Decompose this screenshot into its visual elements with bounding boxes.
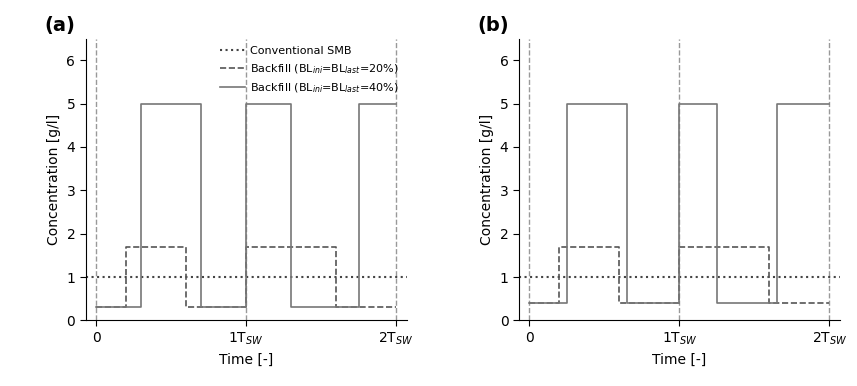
Legend: Conventional SMB, Backfill (BL$_{ini}$=BL$_{last}$=20%), Backfill (BL$_{ini}$=BL: Conventional SMB, Backfill (BL$_{ini}$=B… xyxy=(218,44,401,97)
Backfill (BL$_{ini}$=BL$_{last}$=20%) xyxy=(704,244,715,249)
Backfill (BL$_{ini}$=BL$_{last}$=40%) xyxy=(391,101,401,106)
X-axis label: Time [-]: Time [-] xyxy=(219,353,273,367)
Conventional SMB xyxy=(674,275,685,279)
Backfill (BL$_{ini}$=BL$_{last}$=40%) xyxy=(136,305,147,310)
Backfill (BL$_{ini}$=BL$_{last}$=20%) xyxy=(241,305,251,310)
Backfill (BL$_{ini}$=BL$_{last}$=40%) xyxy=(622,301,632,305)
Backfill (BL$_{ini}$=BL$_{last}$=20%) xyxy=(614,301,625,305)
Backfill (BL$_{ini}$=BL$_{last}$=40%) xyxy=(286,101,297,106)
Conventional SMB xyxy=(241,275,251,279)
Line: Backfill (BL$_{ini}$=BL$_{last}$=20%): Backfill (BL$_{ini}$=BL$_{last}$=20%) xyxy=(530,247,830,303)
Backfill (BL$_{ini}$=BL$_{last}$=20%) xyxy=(181,305,191,310)
Backfill (BL$_{ini}$=BL$_{last}$=20%) xyxy=(331,305,341,310)
Backfill (BL$_{ini}$=BL$_{last}$=40%) xyxy=(674,101,685,106)
Text: (b): (b) xyxy=(477,16,509,35)
Backfill (BL$_{ini}$=BL$_{last}$=40%) xyxy=(524,301,535,305)
Text: (a): (a) xyxy=(44,16,75,35)
Backfill (BL$_{ini}$=BL$_{last}$=40%) xyxy=(353,101,363,106)
Line: Backfill (BL$_{ini}$=BL$_{last}$=20%): Backfill (BL$_{ini}$=BL$_{last}$=20%) xyxy=(96,247,396,307)
Backfill (BL$_{ini}$=BL$_{last}$=20%) xyxy=(824,301,835,305)
Backfill (BL$_{ini}$=BL$_{last}$=20%) xyxy=(241,244,251,249)
Backfill (BL$_{ini}$=BL$_{last}$=20%) xyxy=(121,244,131,249)
Backfill (BL$_{ini}$=BL$_{last}$=40%) xyxy=(196,101,207,106)
Backfill (BL$_{ini}$=BL$_{last}$=40%) xyxy=(772,101,782,106)
Backfill (BL$_{ini}$=BL$_{last}$=40%) xyxy=(241,101,251,106)
Y-axis label: Concentration [g/l]: Concentration [g/l] xyxy=(47,114,61,245)
Backfill (BL$_{ini}$=BL$_{last}$=20%) xyxy=(764,244,775,249)
Backfill (BL$_{ini}$=BL$_{last}$=40%) xyxy=(91,305,101,310)
Backfill (BL$_{ini}$=BL$_{last}$=20%) xyxy=(271,244,281,249)
Backfill (BL$_{ini}$=BL$_{last}$=20%) xyxy=(391,305,401,310)
Backfill (BL$_{ini}$=BL$_{last}$=20%) xyxy=(764,301,775,305)
Backfill (BL$_{ini}$=BL$_{last}$=40%) xyxy=(136,101,147,106)
Backfill (BL$_{ini}$=BL$_{last}$=20%) xyxy=(674,301,685,305)
Backfill (BL$_{ini}$=BL$_{last}$=20%) xyxy=(674,244,685,249)
Backfill (BL$_{ini}$=BL$_{last}$=20%) xyxy=(704,244,715,249)
Backfill (BL$_{ini}$=BL$_{last}$=20%) xyxy=(614,244,625,249)
Backfill (BL$_{ini}$=BL$_{last}$=40%) xyxy=(622,101,632,106)
Backfill (BL$_{ini}$=BL$_{last}$=20%) xyxy=(331,244,341,249)
Backfill (BL$_{ini}$=BL$_{last}$=40%) xyxy=(772,301,782,305)
Backfill (BL$_{ini}$=BL$_{last}$=40%) xyxy=(196,305,207,310)
Y-axis label: Concentration [g/l]: Concentration [g/l] xyxy=(480,114,494,245)
Backfill (BL$_{ini}$=BL$_{last}$=40%) xyxy=(353,305,363,310)
Line: Backfill (BL$_{ini}$=BL$_{last}$=40%): Backfill (BL$_{ini}$=BL$_{last}$=40%) xyxy=(96,103,396,307)
Backfill (BL$_{ini}$=BL$_{last}$=40%) xyxy=(824,101,835,106)
Line: Backfill (BL$_{ini}$=BL$_{last}$=40%): Backfill (BL$_{ini}$=BL$_{last}$=40%) xyxy=(530,103,830,303)
Backfill (BL$_{ini}$=BL$_{last}$=20%) xyxy=(181,244,191,249)
Backfill (BL$_{ini}$=BL$_{last}$=20%) xyxy=(554,244,565,249)
Backfill (BL$_{ini}$=BL$_{last}$=20%) xyxy=(271,244,281,249)
Backfill (BL$_{ini}$=BL$_{last}$=20%) xyxy=(554,301,565,305)
Backfill (BL$_{ini}$=BL$_{last}$=40%) xyxy=(286,305,297,310)
Backfill (BL$_{ini}$=BL$_{last}$=40%) xyxy=(562,101,572,106)
Backfill (BL$_{ini}$=BL$_{last}$=40%) xyxy=(674,301,685,305)
Backfill (BL$_{ini}$=BL$_{last}$=40%) xyxy=(562,301,572,305)
Backfill (BL$_{ini}$=BL$_{last}$=20%) xyxy=(121,305,131,310)
Backfill (BL$_{ini}$=BL$_{last}$=20%) xyxy=(524,301,535,305)
Backfill (BL$_{ini}$=BL$_{last}$=40%) xyxy=(241,305,251,310)
X-axis label: Time [-]: Time [-] xyxy=(652,353,706,367)
Backfill (BL$_{ini}$=BL$_{last}$=40%) xyxy=(712,301,722,305)
Conventional SMB xyxy=(524,275,535,279)
Backfill (BL$_{ini}$=BL$_{last}$=20%) xyxy=(91,305,101,310)
Conventional SMB xyxy=(91,275,101,279)
Backfill (BL$_{ini}$=BL$_{last}$=40%) xyxy=(712,101,722,106)
